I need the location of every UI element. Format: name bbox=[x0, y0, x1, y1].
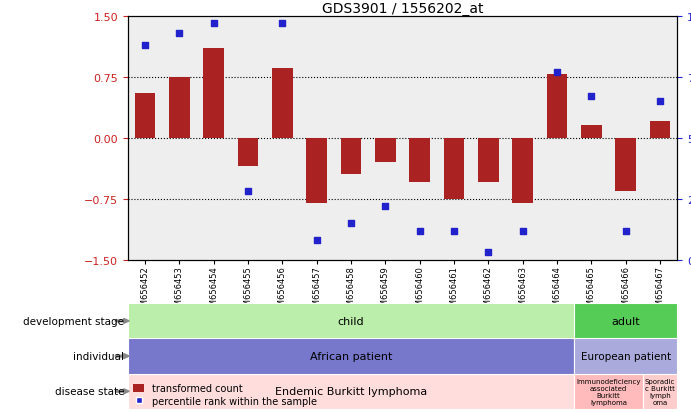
Point bbox=[311, 237, 322, 244]
Bar bbox=[409, 138, 430, 183]
Point bbox=[174, 30, 185, 37]
Point bbox=[277, 21, 288, 27]
Point bbox=[414, 228, 425, 234]
Text: Endemic Burkitt lymphoma: Endemic Burkitt lymphoma bbox=[275, 386, 427, 396]
Bar bbox=[128, 374, 574, 409]
Bar bbox=[650, 122, 670, 138]
Bar bbox=[574, 339, 677, 374]
Text: Immunodeficiency
associated
Burkitt
lymphoma: Immunodeficiency associated Burkitt lymp… bbox=[576, 378, 641, 405]
Legend: transformed count, percentile rank within the sample: transformed count, percentile rank withi… bbox=[133, 383, 317, 406]
Bar bbox=[478, 138, 499, 183]
Point bbox=[517, 228, 528, 234]
Bar bbox=[341, 138, 361, 175]
Bar bbox=[574, 374, 643, 409]
Bar bbox=[135, 94, 155, 138]
Bar bbox=[128, 304, 574, 339]
Text: child: child bbox=[338, 316, 364, 326]
Point bbox=[551, 69, 562, 76]
Bar bbox=[616, 138, 636, 191]
Text: development stage: development stage bbox=[23, 316, 124, 326]
Point bbox=[448, 228, 460, 234]
Text: adult: adult bbox=[612, 316, 640, 326]
Bar bbox=[169, 78, 189, 138]
Point bbox=[586, 94, 597, 100]
Bar bbox=[574, 304, 677, 339]
Point bbox=[243, 189, 254, 195]
Bar bbox=[272, 69, 292, 138]
Point bbox=[483, 249, 494, 256]
Text: African patient: African patient bbox=[310, 351, 392, 361]
Point bbox=[654, 99, 665, 105]
Text: European patient: European patient bbox=[580, 351, 671, 361]
Point bbox=[620, 228, 631, 234]
Point bbox=[140, 43, 151, 49]
Point bbox=[380, 203, 391, 210]
Bar bbox=[512, 138, 533, 203]
Bar bbox=[128, 339, 574, 374]
Point bbox=[346, 221, 357, 227]
Bar bbox=[203, 49, 224, 138]
Bar bbox=[375, 138, 396, 163]
Bar bbox=[643, 374, 677, 409]
Text: individual: individual bbox=[73, 351, 124, 361]
Bar bbox=[581, 126, 602, 138]
Bar bbox=[238, 138, 258, 167]
Bar bbox=[306, 138, 327, 203]
Title: GDS3901 / 1556202_at: GDS3901 / 1556202_at bbox=[322, 2, 483, 16]
Text: disease state: disease state bbox=[55, 386, 124, 396]
Bar bbox=[547, 75, 567, 138]
Text: Sporadic
c Burkitt
lymph
oma: Sporadic c Burkitt lymph oma bbox=[645, 378, 675, 405]
Bar bbox=[444, 138, 464, 199]
Point bbox=[208, 21, 219, 27]
